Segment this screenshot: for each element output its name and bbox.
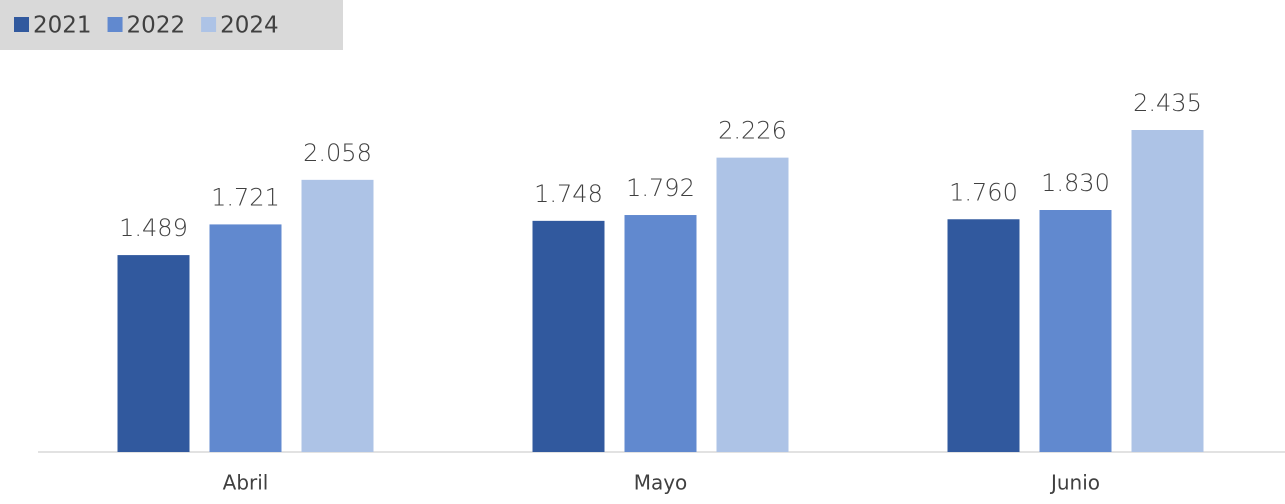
legend-background xyxy=(0,0,343,50)
data-label: 2.058 xyxy=(303,139,372,167)
bar xyxy=(947,219,1020,452)
bar xyxy=(1039,210,1112,452)
legend-swatch xyxy=(107,17,123,32)
bar xyxy=(117,255,190,452)
x-tick-label: Junio xyxy=(1049,471,1100,495)
bar xyxy=(1131,130,1204,452)
data-label: 1.489 xyxy=(119,214,188,242)
bar xyxy=(624,215,697,452)
data-label: 2.226 xyxy=(718,117,787,145)
bar xyxy=(301,179,374,452)
data-label: 1.792 xyxy=(626,174,695,202)
x-tick-label: Mayo xyxy=(634,471,688,495)
bar xyxy=(209,224,282,452)
bar xyxy=(716,157,789,452)
legend-label: 2024 xyxy=(220,13,279,39)
data-label: 1.760 xyxy=(949,178,1018,206)
data-label: 1.748 xyxy=(534,180,603,208)
x-tick-label: Abril xyxy=(223,471,269,495)
data-label: 1.721 xyxy=(211,183,280,211)
bar xyxy=(532,220,605,452)
data-label: 1.830 xyxy=(1041,169,1110,197)
legend-swatch xyxy=(201,17,217,32)
legend-label: 2021 xyxy=(33,13,92,39)
legend-label: 2022 xyxy=(127,13,186,39)
data-label: 2.435 xyxy=(1133,89,1202,117)
legend-swatch xyxy=(14,17,29,32)
